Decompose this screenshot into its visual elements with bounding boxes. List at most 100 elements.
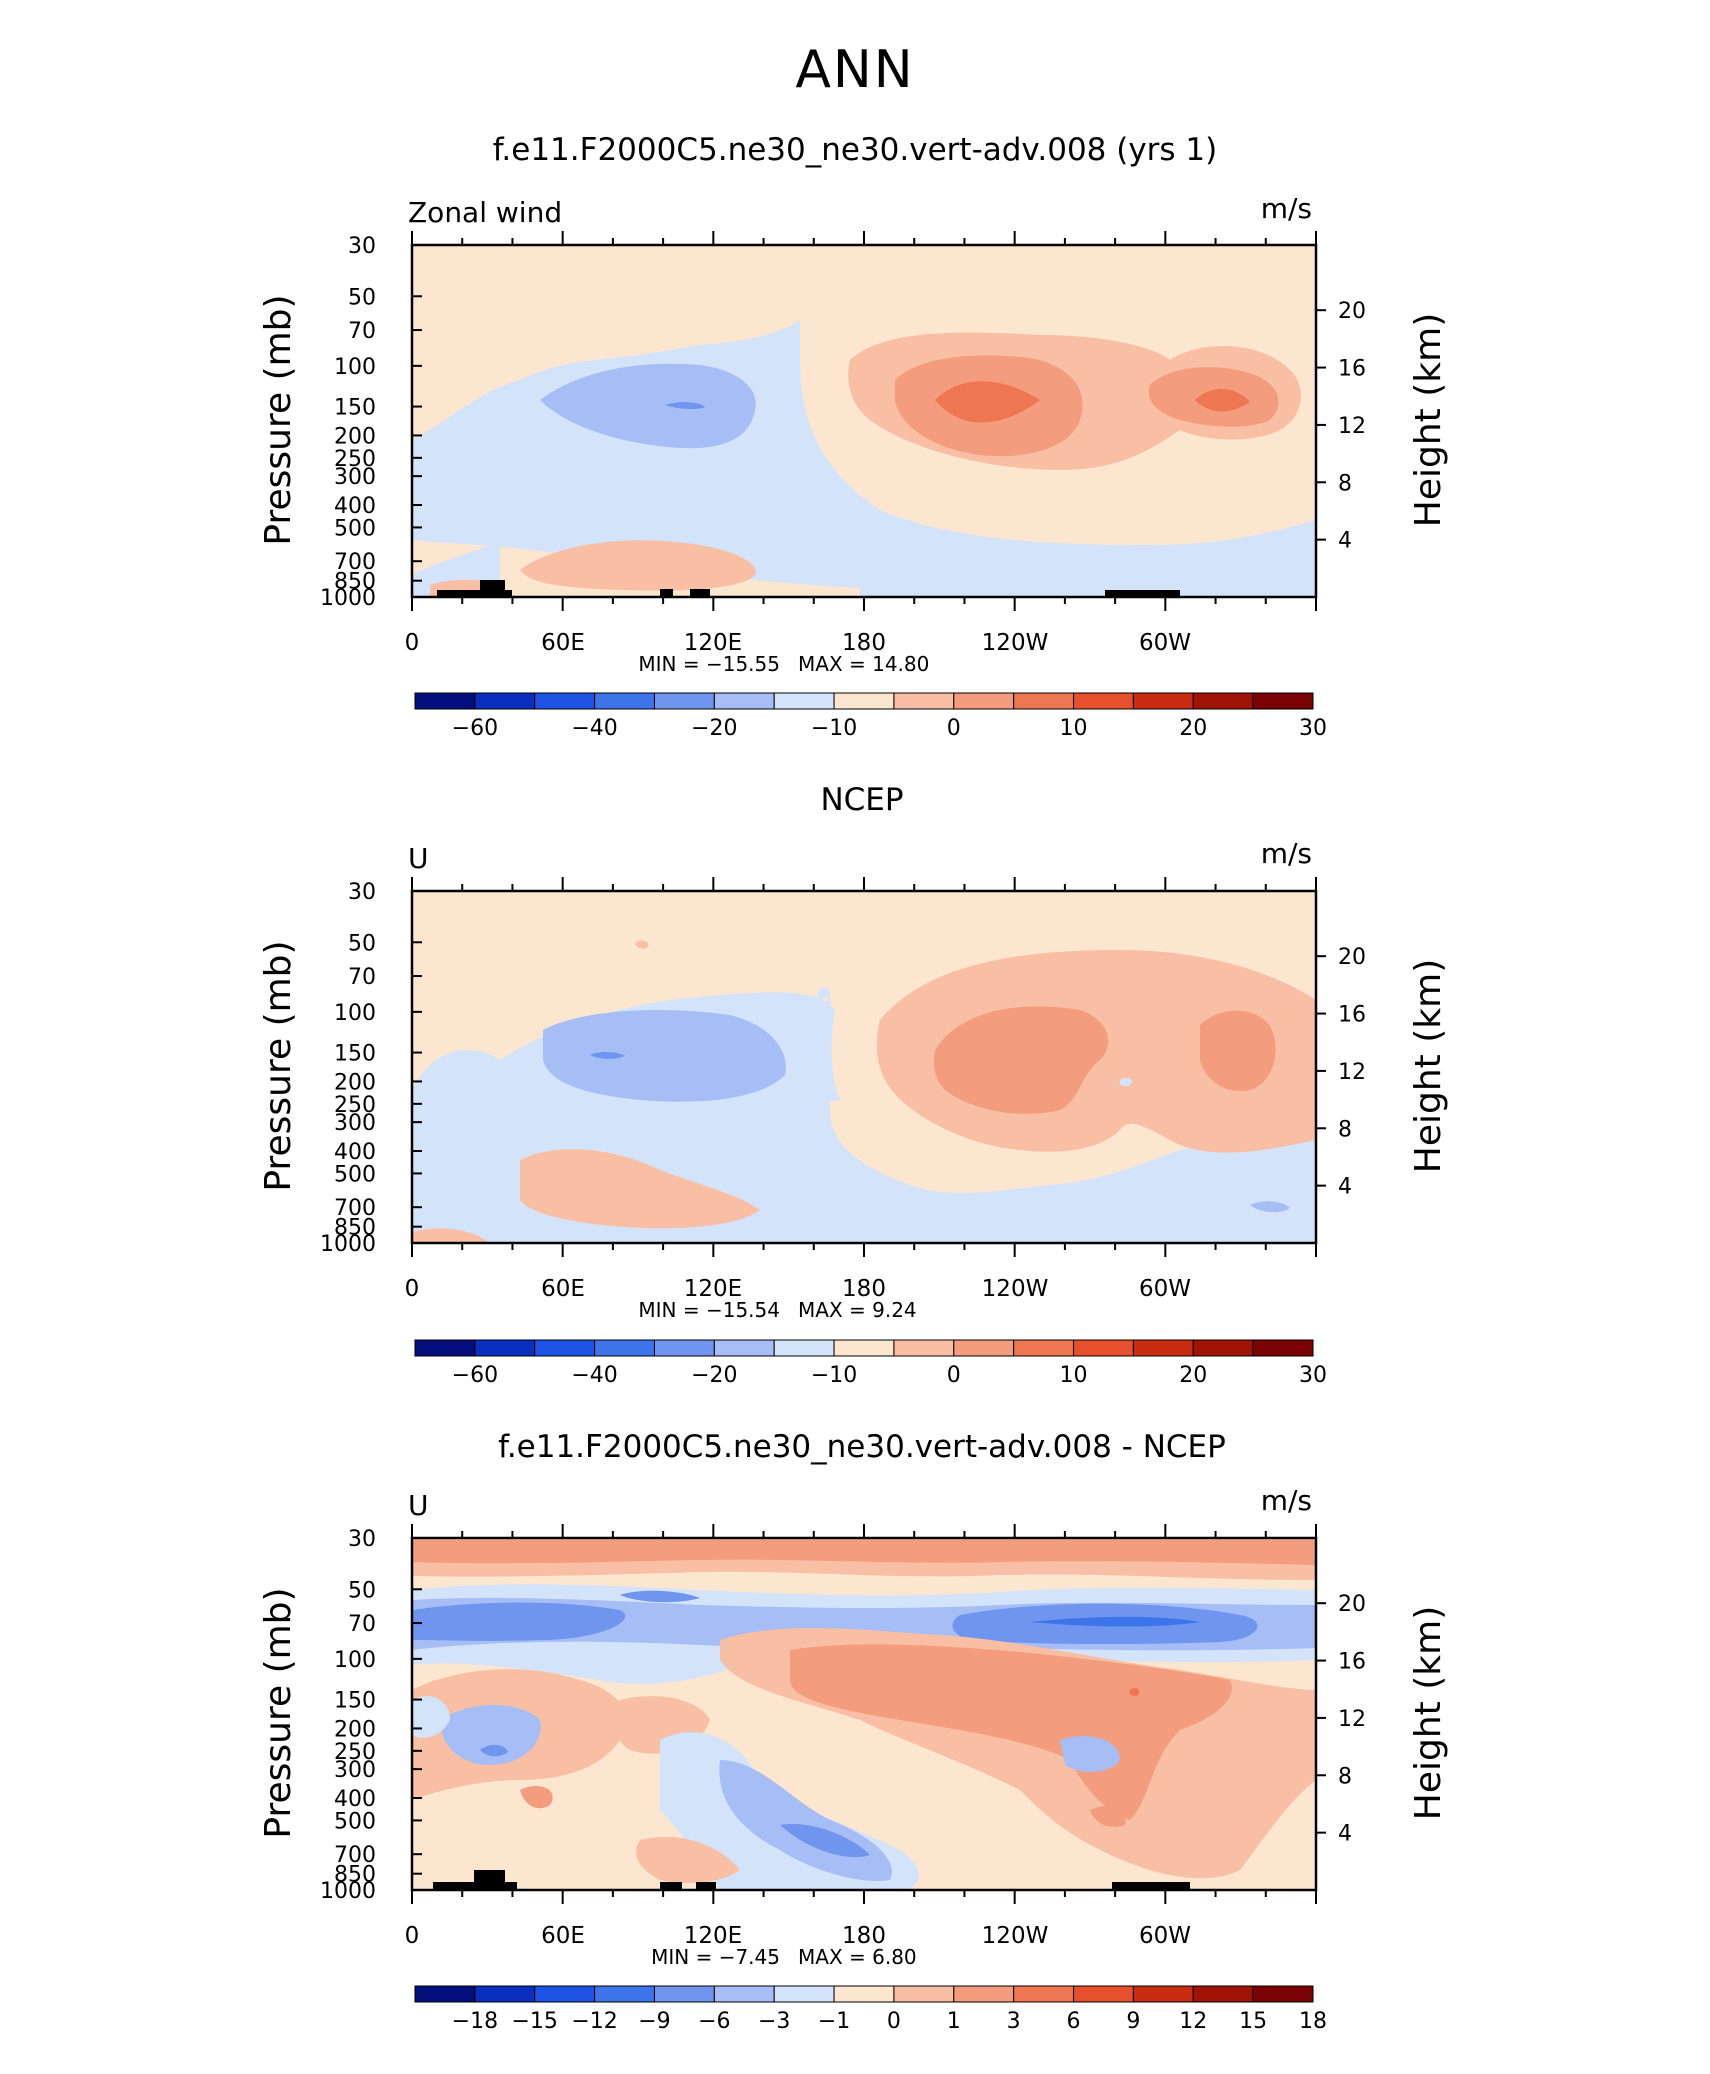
y2-tick-label: 4 bbox=[1338, 529, 1352, 554]
contour-fill bbox=[790, 1644, 1232, 1820]
x-tick-label: 60W bbox=[1139, 630, 1191, 656]
colorbar-label: 6 bbox=[1067, 2009, 1081, 2034]
colorbar-label: 0 bbox=[947, 1363, 961, 1388]
y2-tick-label: 20 bbox=[1338, 299, 1366, 324]
figure-title: ANN bbox=[795, 40, 915, 100]
colorbar-swatch bbox=[653, 1339, 715, 1357]
contour-fill bbox=[540, 363, 756, 449]
y-tick-label: 70 bbox=[348, 965, 376, 990]
y-tick-label: 300 bbox=[334, 465, 376, 490]
colorbar-swatch bbox=[474, 1985, 536, 2003]
variable-label: U bbox=[408, 1489, 429, 1522]
x-tick-label: 180 bbox=[842, 630, 886, 656]
contour-fill bbox=[520, 1149, 760, 1229]
contour-field bbox=[412, 245, 1316, 597]
y-tick-label: 400 bbox=[334, 1140, 376, 1165]
panel-title: NCEP bbox=[820, 782, 903, 818]
contour-fill bbox=[860, 545, 1316, 597]
min-label: MIN = −15.55 bbox=[638, 652, 780, 676]
x-tick-label: 60W bbox=[1139, 1923, 1191, 1949]
y2-tick-label: 4 bbox=[1338, 1175, 1352, 1200]
colorbar-swatch bbox=[713, 1339, 775, 1357]
y2-tick-label: 16 bbox=[1338, 1003, 1366, 1028]
x-tick-label: 120W bbox=[982, 1923, 1049, 1949]
colorbar-swatch bbox=[833, 1985, 895, 2003]
y-tick-label: 50 bbox=[348, 285, 376, 310]
y-tick-label: 400 bbox=[334, 1787, 376, 1812]
y-tick-label: 100 bbox=[334, 1001, 376, 1026]
colorbar-label: −3 bbox=[758, 2009, 790, 2034]
y2-tick-label: 16 bbox=[1338, 357, 1366, 382]
y2-axis-title: Height (km) bbox=[1408, 313, 1449, 527]
colorbar-label: 30 bbox=[1299, 1363, 1327, 1388]
max-label: MAX = 9.24 bbox=[798, 1298, 917, 1322]
colorbar-swatch bbox=[1192, 1985, 1254, 2003]
colorbar-label: 0 bbox=[887, 2009, 901, 2034]
y-tick-label: 100 bbox=[334, 355, 376, 380]
colorbar-swatch bbox=[833, 692, 895, 710]
colorbar-swatch bbox=[833, 1339, 895, 1357]
contour-fill bbox=[780, 1824, 870, 1858]
x-tick-label: 180 bbox=[842, 1923, 886, 1949]
y-tick-label: 200 bbox=[334, 1717, 376, 1742]
y2-tick-label: 8 bbox=[1338, 471, 1352, 496]
units-label: m/s bbox=[1261, 837, 1312, 870]
y-tick-label: 50 bbox=[348, 1578, 376, 1603]
x-tick-label: 120E bbox=[684, 1923, 742, 1949]
colorbar-swatch bbox=[1192, 1339, 1254, 1357]
y2-tick-label: 12 bbox=[1338, 1060, 1366, 1085]
contour-fill bbox=[636, 1836, 740, 1883]
variable-label: Zonal wind bbox=[408, 196, 562, 229]
y-tick-label: 50 bbox=[348, 931, 376, 956]
y-tick-label: 700 bbox=[334, 550, 376, 575]
colorbar-label: −60 bbox=[452, 1363, 498, 1388]
max-label: MAX = 14.80 bbox=[798, 652, 929, 676]
colorbar-swatch bbox=[1192, 692, 1254, 710]
min-label: MIN = −15.54 bbox=[638, 1298, 780, 1322]
contour-fill bbox=[935, 381, 1040, 423]
colorbar-swatch bbox=[773, 1985, 835, 2003]
y2-tick-label: 8 bbox=[1338, 1764, 1352, 1789]
colorbar-swatch bbox=[773, 692, 835, 710]
y-tick-label: 850 bbox=[334, 1216, 376, 1241]
contour-fill bbox=[412, 1602, 626, 1641]
colorbar-label: 10 bbox=[1060, 716, 1088, 741]
colorbar-label: −10 bbox=[811, 1363, 857, 1388]
colorbar-label: −1 bbox=[818, 2009, 850, 2034]
colorbar-swatch bbox=[653, 692, 715, 710]
max-label: MAX = 6.80 bbox=[798, 1945, 917, 1969]
y-tick-label: 500 bbox=[334, 1162, 376, 1187]
contour-fill bbox=[1200, 1010, 1276, 1091]
colorbar-label: 15 bbox=[1239, 2009, 1267, 2034]
x-tick-label: 120E bbox=[684, 1276, 742, 1302]
colorbar-swatch bbox=[594, 1985, 655, 2003]
contour-fill bbox=[412, 1696, 450, 1738]
y2-tick-label: 16 bbox=[1338, 1650, 1366, 1675]
colorbar-swatch bbox=[1132, 1985, 1194, 2003]
colorbar-swatch bbox=[534, 692, 596, 710]
x-tick-label: 60E bbox=[541, 1276, 585, 1302]
y-axis-title: Pressure (mb) bbox=[258, 940, 299, 1191]
x-tick-label: 60E bbox=[541, 1923, 585, 1949]
y-tick-label: 30 bbox=[348, 880, 376, 905]
colorbar-swatch bbox=[594, 1339, 655, 1357]
y-tick-label: 300 bbox=[334, 1758, 376, 1783]
y2-tick-label: 20 bbox=[1338, 945, 1366, 970]
x-tick-label: 0 bbox=[405, 1923, 420, 1949]
y-tick-label: 250 bbox=[334, 1740, 376, 1765]
colorbar-swatch bbox=[1252, 692, 1314, 710]
y-tick-label: 100 bbox=[334, 1648, 376, 1673]
panel-title: f.e11.F2000C5.ne30_ne30.vert-adv.008 (yr… bbox=[493, 132, 1218, 168]
colorbar-swatch bbox=[893, 692, 955, 710]
y-tick-label: 700 bbox=[334, 1196, 376, 1221]
colorbar-swatch bbox=[414, 692, 476, 710]
colorbar-label: −18 bbox=[452, 2009, 498, 2034]
y-tick-label: 300 bbox=[334, 1111, 376, 1136]
topography-mask bbox=[433, 1870, 1190, 1890]
colorbar-label: 3 bbox=[1007, 2009, 1021, 2034]
y-tick-label: 30 bbox=[348, 1527, 376, 1552]
x-tick-label: 60E bbox=[541, 630, 585, 656]
contour-fill bbox=[1195, 388, 1250, 412]
colorbar-label: −9 bbox=[638, 2009, 670, 2034]
colorbar-label: 1 bbox=[947, 2009, 961, 2034]
